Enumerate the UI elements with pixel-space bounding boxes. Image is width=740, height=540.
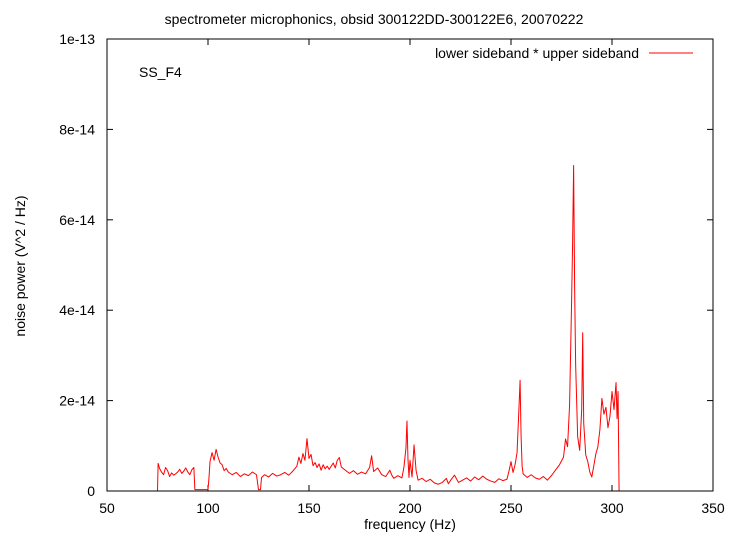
plot-area	[107, 165, 713, 492]
y-axis-label: noise power (V^2 / Hz)	[12, 195, 28, 336]
plot-frame	[106, 38, 714, 492]
x-axis-label: frequency (Hz)	[364, 516, 456, 532]
y-tick-label: 0	[87, 483, 95, 499]
annotation-label: SS_F4	[139, 64, 182, 80]
x-tick-label: 150	[297, 500, 321, 516]
y-tick-label: 4e-14	[59, 302, 95, 318]
axis-ticks: 50 100 150 200 250 300 350 0 2e-14 4e-14 6e-14 8e-1…	[59, 31, 725, 516]
y-tick-label: 1e-13	[59, 31, 95, 47]
x-tick-label: 350	[701, 500, 725, 516]
chart-title: spectrometer microphonics, obsid 300122D…	[165, 11, 584, 27]
x-tick-label: 250	[499, 500, 523, 516]
x-tick-label: 300	[600, 500, 624, 516]
x-tick-label: 100	[196, 500, 220, 516]
x-tick-label: 200	[398, 500, 422, 516]
legend-label: lower sideband * upper sideband	[435, 45, 639, 61]
y-tick-label: 6e-14	[59, 212, 95, 228]
y-tick-label: 8e-14	[59, 121, 95, 137]
y-tick-label: 2e-14	[59, 393, 95, 409]
x-tick-label: 50	[99, 500, 115, 516]
series-line	[107, 165, 713, 492]
legend: lower sideband * upper sideband	[435, 45, 693, 61]
